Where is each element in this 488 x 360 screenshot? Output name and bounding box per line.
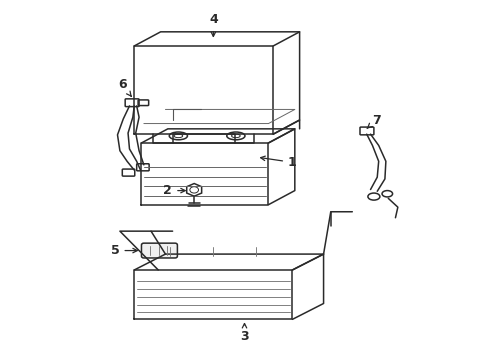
Text: 2: 2	[163, 184, 185, 197]
Text: 4: 4	[208, 13, 217, 36]
Text: 5: 5	[110, 244, 137, 257]
Text: 1: 1	[260, 156, 296, 169]
Text: 3: 3	[240, 324, 248, 343]
Text: 6: 6	[118, 78, 131, 96]
Text: 7: 7	[366, 113, 380, 129]
FancyBboxPatch shape	[141, 243, 177, 258]
